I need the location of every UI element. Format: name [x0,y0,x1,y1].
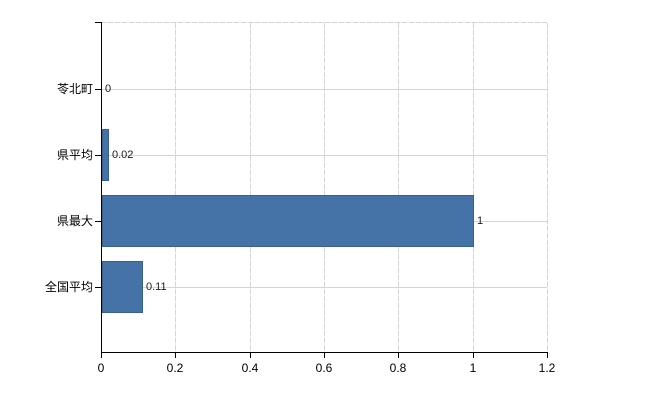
v-gridline [473,23,474,352]
bar-value-label: 1 [477,215,484,227]
h-gridline [102,287,547,288]
bar-value-label: 0 [105,83,112,95]
bar [102,261,143,313]
x-tick-mark [101,353,102,358]
v-gridline [324,23,325,352]
x-tick-mark [473,353,474,358]
bar [102,129,109,181]
y-tick-mark [95,221,101,222]
v-gridline [398,23,399,352]
y-axis-top-tick [95,22,101,23]
y-tick-mark [95,89,101,90]
x-tick-mark [547,353,548,358]
x-tick-label: 0.8 [389,361,407,375]
v-gridline [175,23,176,352]
bar [102,195,474,247]
category-label: 県最大 [56,214,93,228]
x-tick-mark [250,353,251,358]
plot-top-border [101,22,547,23]
y-tick-mark [95,155,101,156]
x-tick-label: 1.2 [538,361,556,375]
category-label: 苓北町 [56,82,93,96]
h-gridline [102,89,547,90]
v-gridline [547,23,548,352]
y-axis-line [101,22,102,353]
h-gridline [102,155,547,156]
x-tick-mark [175,353,176,358]
x-tick-label: 0.2 [166,361,184,375]
x-tick-label: 1 [469,361,477,375]
x-tick-label: 0.6 [315,361,333,375]
x-tick-label: 0 [97,361,105,375]
x-tick-mark [324,353,325,358]
bar-value-label: 0.02 [112,149,134,161]
x-tick-label: 0.4 [241,361,259,375]
category-label: 全国平均 [44,280,93,294]
x-tick-mark [398,353,399,358]
category-label: 県平均 [56,148,93,162]
x-axis-line [101,352,548,353]
y-tick-mark [95,287,101,288]
v-gridline [250,23,251,352]
bar-value-label: 0.11 [146,281,167,293]
